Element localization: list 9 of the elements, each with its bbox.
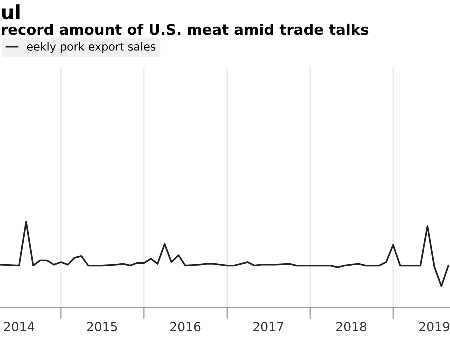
x-tick-label: 2015 (87, 322, 118, 332)
x-tick-label: 2019 (420, 322, 450, 332)
x-tick-label: 2014 (4, 322, 35, 332)
x-tick-label: 2018 (336, 322, 367, 332)
x-tick-label: 2016 (170, 322, 201, 332)
chart-title: ul (2, 4, 20, 20)
x-tick-label: 2017 (254, 322, 284, 332)
legend-label: eekly pork export sales (27, 42, 156, 54)
chart-subtitle: record amount of U.S. meat amid trade talks (2, 24, 369, 36)
